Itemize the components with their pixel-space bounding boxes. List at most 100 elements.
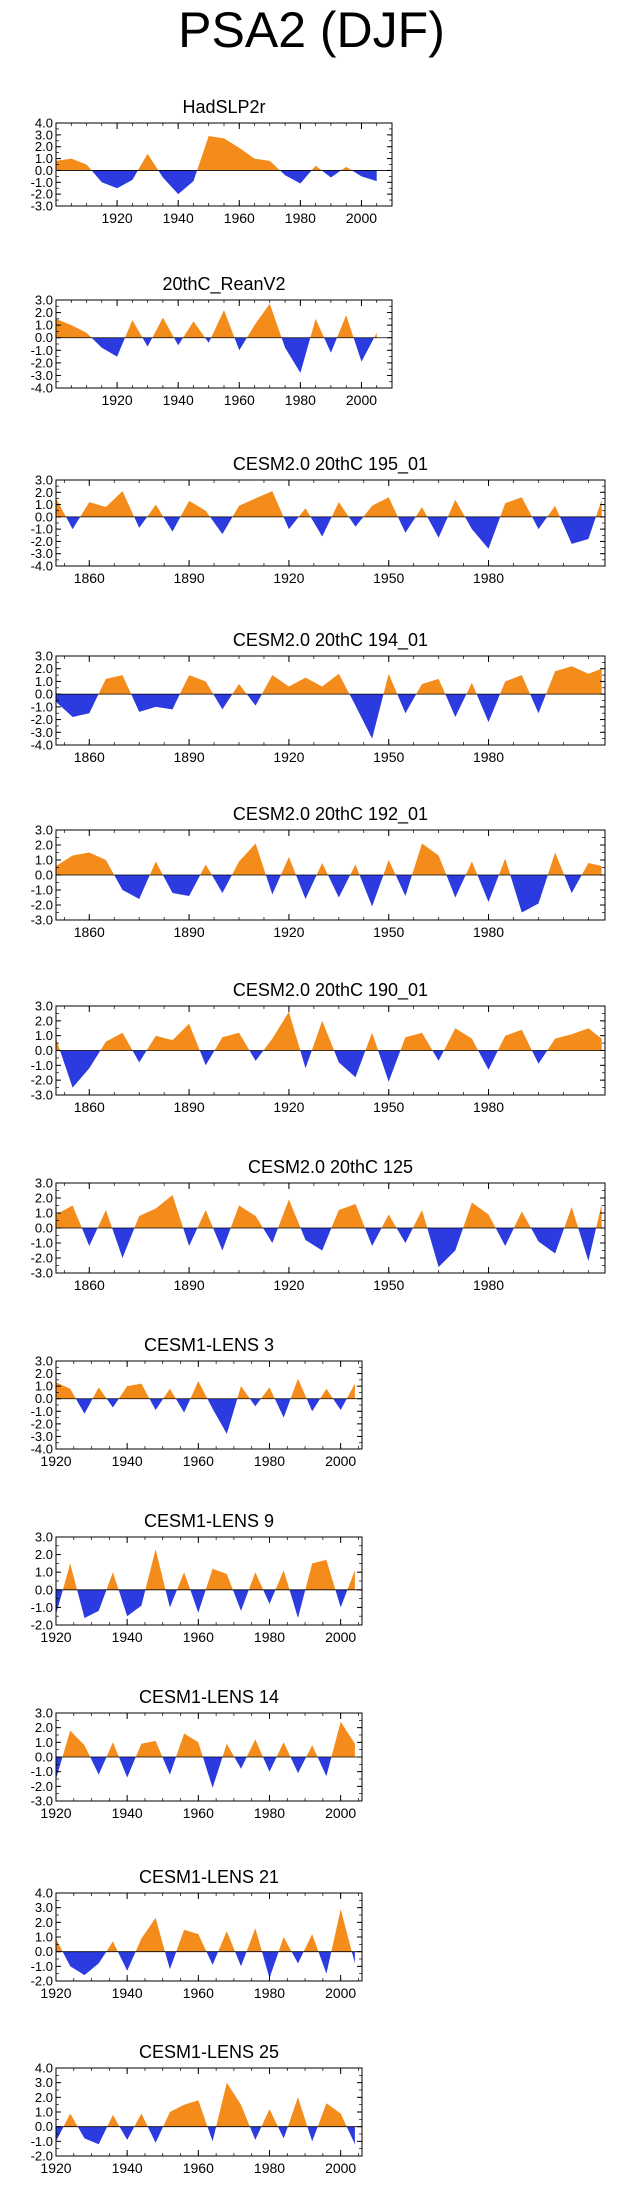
y-tick-label: -3.0 [31, 546, 53, 561]
x-tick-label: 1890 [174, 749, 205, 765]
y-tick-label: -3.0 [31, 1429, 53, 1444]
y-tick-label: -4.0 [31, 1442, 53, 1457]
panel-title: CESM1-LENS 14 [139, 1687, 279, 1707]
x-tick-label: 1920 [273, 570, 304, 586]
y-tick-label: -3.0 [31, 368, 53, 383]
x-tick-label: 1940 [112, 1629, 143, 1645]
x-tick-label: 1940 [163, 210, 194, 226]
x-tick-label: 1940 [112, 1985, 143, 2001]
y-tick-label: 3.0 [35, 1354, 53, 1369]
x-tick-label: 2000 [325, 2160, 356, 2176]
y-tick-label: 1.0 [35, 853, 53, 868]
y-tick-label: -2.0 [31, 1251, 53, 1266]
y-tick-label: 3.0 [35, 649, 53, 664]
y-tick-label: 0.0 [35, 1221, 53, 1236]
y-tick-label: 0.0 [35, 2119, 53, 2134]
panel-cesm2-194: CESM2.0 20thC 194_01 3.02.01.00.0-1.0-2.0… [31, 630, 606, 765]
x-tick-label: 1960 [183, 2160, 214, 2176]
panel-title: CESM2.0 20thC 192_01 [233, 804, 428, 825]
x-tick-label: 1920 [102, 392, 133, 408]
y-tick-label: 2.0 [35, 1366, 53, 1381]
y-tick-label: 0.0 [35, 1582, 53, 1597]
figure-title: PSA2 (DJF) [178, 2, 445, 58]
x-tick-label: 1920 [102, 210, 133, 226]
y-tick-label: 0.0 [35, 163, 53, 178]
y-tick-label: 3.0 [35, 823, 53, 838]
x-tick-label: 1940 [112, 1453, 143, 1469]
y-tick-label: 0.0 [35, 1944, 53, 1959]
y-tick-label: -1.0 [31, 883, 53, 898]
x-tick-label: 1960 [183, 1985, 214, 2001]
x-tick-label: 1960 [224, 392, 255, 408]
panel-title: CESM2.0 20thC 190_01 [233, 980, 428, 1001]
y-tick-label: 2.0 [35, 485, 53, 500]
y-tick-label: -3.0 [31, 725, 53, 740]
x-tick-label: 1890 [174, 924, 205, 940]
y-tick-label: -2.0 [31, 534, 53, 549]
y-tick-label: -1.0 [31, 1600, 53, 1615]
y-tick-label: 0.0 [35, 868, 53, 883]
panel-title: CESM2.0 20thC 194_01 [233, 630, 428, 651]
y-tick-label: -3.0 [31, 199, 53, 214]
panel-title: CESM1-LENS 21 [139, 1867, 279, 1887]
negative-anomaly-area [56, 1757, 355, 1788]
y-tick-label: 2.0 [35, 1191, 53, 1206]
x-tick-label: 1980 [473, 924, 504, 940]
panel-cesm2-195: CESM2.0 20thC 195_01 3.02.01.00.0-1.0-2.0… [31, 454, 606, 586]
negative-anomaly-area [56, 1589, 355, 1618]
negative-anomaly-area [56, 2126, 355, 2145]
y-tick-label: -1.0 [31, 522, 53, 537]
y-tick-label: 3.0 [35, 999, 53, 1014]
y-tick-label: -4.0 [31, 559, 53, 574]
y-tick-label: -1.0 [31, 1404, 53, 1419]
negative-anomaly-area [56, 516, 602, 549]
y-tick-label: -4.0 [31, 738, 53, 753]
y-tick-label: 1.0 [35, 1028, 53, 1043]
y-tick-label: 4.0 [35, 1886, 53, 1901]
y-tick-label: 4.0 [35, 116, 53, 131]
y-tick-label: 0.0 [35, 1043, 53, 1058]
y-tick-label: 0.0 [35, 1391, 53, 1406]
y-tick-label: 4.0 [35, 2061, 53, 2076]
y-tick-label: -1.0 [31, 1058, 53, 1073]
y-tick-label: 1.0 [35, 2105, 53, 2120]
x-tick-label: 1860 [74, 749, 105, 765]
x-tick-label: 1950 [373, 1277, 404, 1293]
x-tick-label: 1940 [112, 2160, 143, 2176]
y-tick-label: -1.0 [31, 699, 53, 714]
y-tick-label: 3.0 [35, 293, 53, 308]
panel-20thc-reanv2: 20thC_ReanV2 3.02.01.00.0-1.0-2.0-3.0-4.0… [31, 274, 393, 408]
x-tick-label: 1860 [74, 1277, 105, 1293]
y-tick-label: -1.0 [31, 1764, 53, 1779]
y-tick-label: -3.0 [31, 1794, 53, 1809]
negative-anomaly-area [56, 1398, 355, 1434]
panel-cesm1-lens-21: CESM1-LENS 21 4.03.02.01.00.0-1.0-2.01920… [31, 1867, 363, 2001]
y-tick-label: -3.0 [31, 1088, 53, 1103]
x-tick-label: 1860 [74, 570, 105, 586]
x-tick-label: 1980 [285, 210, 316, 226]
x-tick-label: 1960 [183, 1629, 214, 1645]
y-tick-label: -1.0 [31, 2134, 53, 2149]
y-tick-label: 3.0 [35, 473, 53, 488]
y-tick-label: 0.0 [35, 330, 53, 345]
plot-frame [55, 1892, 363, 1982]
y-tick-label: 2.0 [35, 1720, 53, 1735]
y-tick-label: 2.0 [35, 1013, 53, 1028]
y-tick-label: -3.0 [31, 1266, 53, 1281]
x-tick-label: 1940 [163, 392, 194, 408]
y-tick-label: 2.0 [35, 139, 53, 154]
y-tick-label: -2.0 [31, 355, 53, 370]
y-tick-label: -2.0 [31, 1618, 53, 1633]
x-tick-label: 1950 [373, 1099, 404, 1115]
positive-anomaly-area [56, 2082, 355, 2127]
x-tick-label: 1890 [174, 570, 205, 586]
y-tick-label: 1.0 [35, 497, 53, 512]
x-tick-label: 1950 [373, 570, 404, 586]
x-tick-label: 2000 [346, 210, 377, 226]
y-tick-label: -2.0 [31, 898, 53, 913]
plot-frame [55, 2067, 363, 2157]
negative-anomaly-area [56, 170, 377, 195]
y-tick-label: -1.0 [31, 343, 53, 358]
